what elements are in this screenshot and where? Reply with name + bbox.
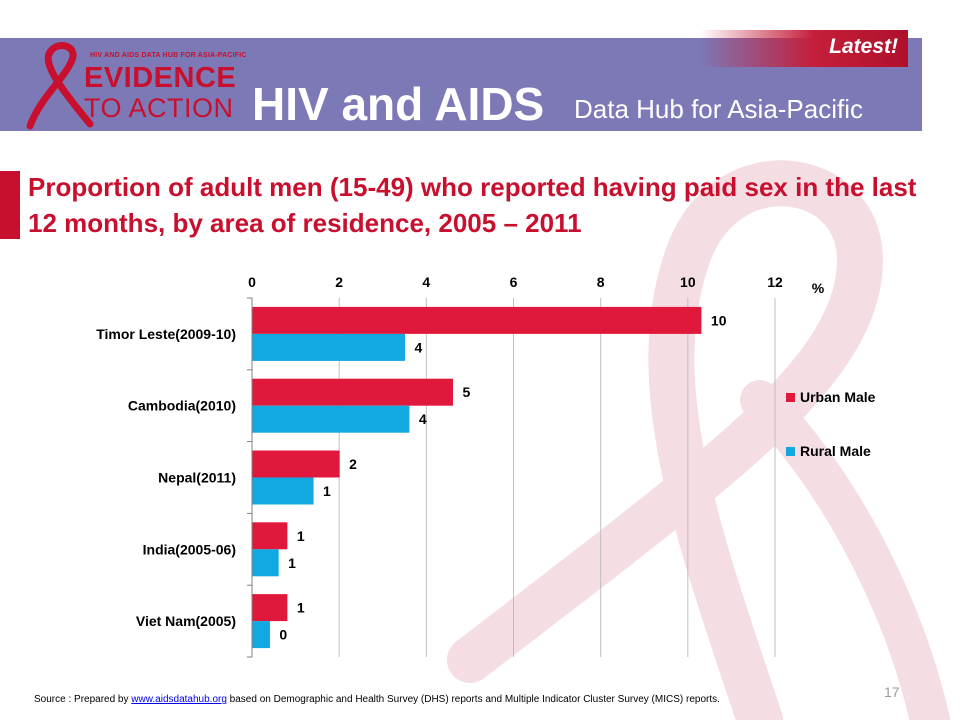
urban-bar <box>252 522 288 550</box>
site-subtitle: Data Hub for Asia-Pacific <box>574 94 864 124</box>
rural-bar <box>252 549 279 577</box>
legend-urban-swatch <box>786 393 795 402</box>
evidence-to-action-logo: HIV AND AIDS DATA HUB FOR ASIA-PACIFIC E… <box>0 38 250 131</box>
data-label: 1 <box>288 555 296 571</box>
legend-rural-label: Rural Male <box>800 443 871 459</box>
source-link[interactable]: www.aidsdatahub.org <box>131 694 227 705</box>
category-label: Timor Leste(2009-10) <box>96 326 236 342</box>
rural-bar <box>252 333 406 361</box>
urban-bar <box>252 450 340 478</box>
x-tick-label: 0 <box>248 274 256 290</box>
data-label: 4 <box>419 411 427 427</box>
x-tick-label: 8 <box>597 274 605 290</box>
logo-evidence: EVIDENCE <box>84 62 237 94</box>
x-axis-unit-label: % <box>812 280 825 296</box>
rural-bar <box>252 405 410 433</box>
source-prefix: Source : Prepared by <box>34 694 132 705</box>
logo-to-action: TO ACTION <box>84 93 234 123</box>
x-tick-label: 10 <box>680 274 696 290</box>
data-label: 0 <box>279 627 287 643</box>
x-tick-label: 12 <box>767 274 783 290</box>
x-tick-label: 4 <box>422 274 430 290</box>
urban-bar <box>252 378 453 406</box>
legend-urban-label: Urban Male <box>800 389 876 405</box>
category-label: Viet Nam(2005) <box>136 613 236 629</box>
data-label: 10 <box>711 312 727 328</box>
red-ribbon-icon <box>26 42 94 130</box>
x-tick-label: 6 <box>510 274 518 290</box>
latest-badge[interactable]: Latest! <box>700 30 908 67</box>
rural-bar <box>252 477 314 505</box>
legend-rural-swatch <box>786 447 795 456</box>
data-label: 1 <box>297 600 305 616</box>
data-label: 5 <box>462 384 470 400</box>
urban-bar <box>252 306 702 334</box>
data-label: 1 <box>323 483 331 499</box>
header-banner: HIV AND AIDS DATA HUB FOR ASIA-PACIFIC E… <box>0 38 922 131</box>
data-label: 2 <box>349 456 357 472</box>
urban-bar <box>252 594 288 622</box>
latest-badge-label: Latest! <box>829 35 898 58</box>
page-number: 17 <box>884 684 900 700</box>
source-suffix: based on Demographic and Health Survey (… <box>226 694 720 705</box>
title-accent-bar <box>0 171 20 239</box>
data-label: 4 <box>415 339 423 355</box>
category-label: India(2005-06) <box>143 541 236 557</box>
site-title: HIV and AIDS <box>252 78 545 130</box>
category-label: Nepal(2011) <box>158 470 236 486</box>
rural-bar <box>252 621 270 649</box>
logo-tagline: HIV AND AIDS DATA HUB FOR ASIA-PACIFIC <box>90 52 247 59</box>
x-tick-label: 2 <box>335 274 343 290</box>
source-note: Source : Prepared by www.aidsdatahub.org… <box>34 694 720 705</box>
data-label: 1 <box>297 528 305 544</box>
category-label: Cambodia(2010) <box>128 398 236 414</box>
slide-title: Proportion of adult men (15-49) who repo… <box>28 172 917 238</box>
